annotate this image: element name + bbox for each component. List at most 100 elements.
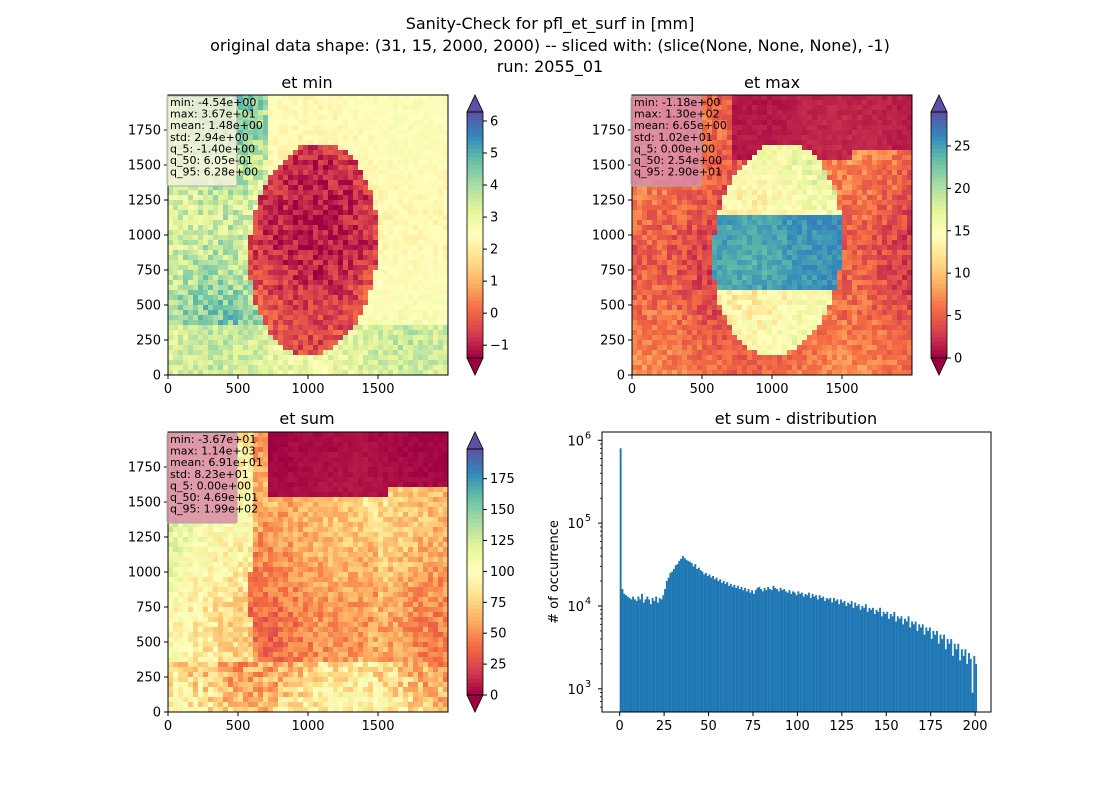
heatmap-cell [173,305,179,311]
colorbar-segment [467,132,483,138]
heatmap-cell [812,145,818,151]
heatmap-cell [373,145,379,151]
heatmap-cell [373,320,379,326]
heatmap-cell [842,245,848,251]
heatmap-cell [358,175,364,181]
heatmap-cell [228,190,234,196]
heatmap-cell [712,150,718,156]
heatmap-cell [248,155,254,161]
heatmap-cell [213,350,219,356]
heatmap-cell [358,145,364,151]
heatmap-cell [293,195,299,201]
heatmap-cell [368,240,374,246]
heatmap-cell [358,170,364,176]
heatmap-cell [433,250,439,256]
heatmap-cell [418,280,424,286]
heatmap-cell [757,95,763,101]
heatmap-cell [762,240,768,246]
heatmap-cell [208,355,214,361]
heatmap-cell [787,215,793,221]
heatmap-cell [258,210,264,216]
heatmap-cell [323,200,329,206]
heatmap-cell [847,110,853,116]
heatmap-cell [882,160,888,166]
heatmap-cell [368,230,374,236]
heatmap-cell [288,230,294,236]
heatmap-cell [378,330,384,336]
heatmap-cell [393,340,399,346]
heatmap-cell [383,360,389,366]
heatmap-cell [358,325,364,331]
heatmap-cell [323,110,329,116]
heatmap-cell [438,355,444,361]
heatmap-cell [328,330,334,336]
heatmap-cell [842,210,848,216]
heatmap-cell [268,115,274,121]
heatmap-cell [243,205,249,211]
heatmap-cell [278,285,284,291]
heatmap-cell [707,115,713,121]
heatmap-cell [408,290,414,296]
heatmap-cell [278,265,284,271]
heatmap-cell [283,125,289,131]
heatmap-cell [348,350,354,356]
heatmap-cell [198,325,204,331]
heatmap-cell [268,170,274,176]
heatmap-cell [767,175,773,181]
heatmap-cell [303,360,309,366]
heatmap-cell [253,170,259,176]
heatmap-cell [433,315,439,321]
heatmap-cell [368,360,374,366]
heatmap-cell [837,180,843,186]
heatmap-cell [333,210,339,216]
heatmap-cell [283,265,289,271]
heatmap-cell [223,240,229,246]
heatmap-cell [752,205,758,211]
heatmap-cell [283,350,289,356]
heatmap-cell [253,255,259,261]
heatmap-cell [233,300,239,306]
heatmap-cell [338,340,344,346]
heatmap-cell [373,330,379,336]
colorbar-segment [467,148,483,154]
heatmap-cell [438,105,444,111]
heatmap-cell [423,210,429,216]
heatmap-cell [243,180,249,186]
heatmap-cell [817,100,823,106]
colorbar-segment [467,255,483,261]
heatmap-cell [897,160,903,166]
heatmap-cell [333,130,339,136]
heatmap-cell [263,260,269,266]
heatmap-cell [248,100,254,106]
heatmap-cell [388,160,394,166]
heatmap-cell [762,215,768,221]
heatmap-cell [198,190,204,196]
heatmap-cell [258,220,264,226]
heatmap-cell [642,230,648,236]
heatmap-cell [423,305,429,311]
heatmap-cell [697,220,703,226]
heatmap-cell [792,140,798,146]
heatmap-cell [732,175,738,181]
heatmap-cell [353,365,359,371]
heatmap-cell [827,110,833,116]
heatmap-cell [388,145,394,151]
heatmap-cell [812,150,818,156]
heatmap-cell [647,250,653,256]
heatmap-cell [228,235,234,241]
heatmap-cell [712,190,718,196]
heatmap-cell [168,245,174,251]
heatmap-cell [413,115,419,121]
heatmap-cell [403,160,409,166]
heatmap-cell [388,185,394,191]
heatmap-cell [338,180,344,186]
heatmap-cell [253,280,259,286]
heatmap-cell [323,345,329,351]
heatmap-cell [403,105,409,111]
heatmap-cell [203,220,209,226]
heatmap-cell [233,250,239,256]
heatmap-cell [423,230,429,236]
heatmap-cell [288,105,294,111]
heatmap-cell [727,235,733,241]
heatmap-cell [897,100,903,106]
